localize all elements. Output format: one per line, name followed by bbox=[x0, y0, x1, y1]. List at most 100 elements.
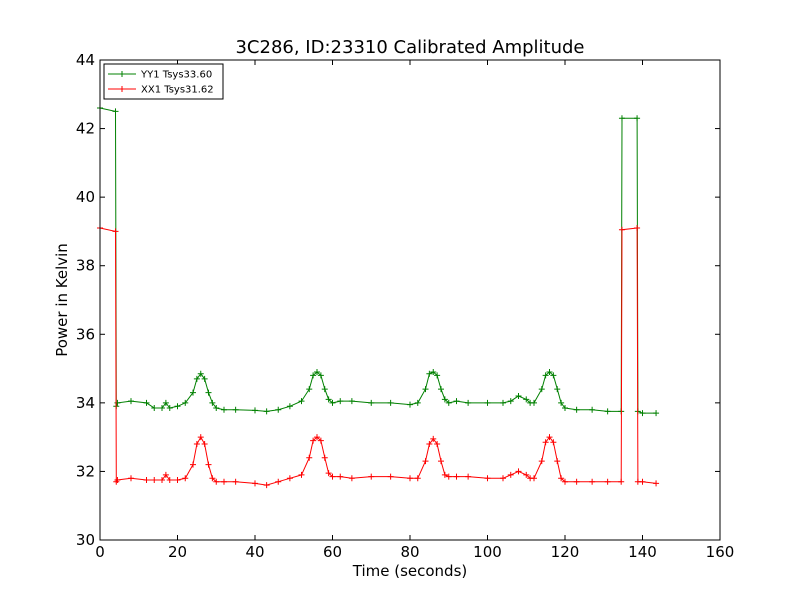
series-point-0 bbox=[112, 108, 119, 115]
series-point-1 bbox=[368, 473, 375, 480]
x-tick-label: 0 bbox=[95, 543, 105, 561]
x-tick-label: 160 bbox=[706, 543, 735, 561]
series-point-1 bbox=[166, 477, 173, 483]
series-layer bbox=[97, 105, 660, 489]
series-point-1 bbox=[434, 441, 441, 447]
series-point-0 bbox=[306, 386, 313, 393]
legend-entry-xx1: XX1 Tsys31.62 bbox=[108, 85, 214, 96]
series-point-0 bbox=[639, 410, 646, 417]
series-point-1 bbox=[500, 475, 506, 482]
y-axis-label: Power in Kelvin bbox=[53, 243, 71, 357]
series-point-1 bbox=[143, 477, 150, 483]
series-point-1 bbox=[414, 475, 421, 482]
series-point-0 bbox=[317, 372, 324, 379]
legend-marker-1 bbox=[119, 86, 125, 92]
series-point-0 bbox=[329, 399, 336, 406]
series-point-0 bbox=[213, 405, 220, 411]
series-point-1 bbox=[306, 454, 313, 461]
x-tick-label: 20 bbox=[168, 543, 187, 561]
series-point-1 bbox=[325, 470, 332, 477]
series-point-0 bbox=[515, 393, 522, 399]
series-point-0 bbox=[128, 398, 134, 405]
series-point-1 bbox=[542, 439, 549, 446]
series-point-1 bbox=[573, 478, 580, 485]
series-point-1 bbox=[151, 477, 158, 483]
series-point-0 bbox=[174, 403, 181, 410]
series-point-0 bbox=[434, 372, 441, 379]
series-point-0 bbox=[542, 372, 549, 379]
series-point-1 bbox=[310, 437, 317, 444]
series-point-1 bbox=[562, 478, 568, 485]
series-point-0 bbox=[263, 408, 270, 415]
series-point-1 bbox=[329, 473, 336, 480]
series-point-0 bbox=[321, 386, 328, 393]
y-tick-label: 30 bbox=[76, 531, 95, 549]
series-point-1 bbox=[201, 441, 208, 447]
series-point-1 bbox=[298, 471, 305, 478]
series-point-1 bbox=[558, 475, 565, 482]
series-point-0 bbox=[453, 398, 460, 405]
series-point-0 bbox=[205, 389, 212, 396]
series-point-0 bbox=[430, 369, 437, 375]
series-point-1 bbox=[546, 434, 553, 441]
series-point-1 bbox=[515, 468, 522, 475]
x-tick-label: 80 bbox=[400, 543, 419, 561]
series-point-0 bbox=[286, 403, 293, 410]
series-point-0 bbox=[441, 396, 448, 403]
x-tick-label: 140 bbox=[628, 543, 657, 561]
series-point-0 bbox=[387, 399, 394, 406]
series-point-0 bbox=[275, 406, 282, 413]
x-tick-label: 100 bbox=[473, 543, 502, 561]
legend-label-yy1: YY1 Tsys33.60 bbox=[140, 70, 212, 81]
series-point-0 bbox=[546, 369, 553, 375]
series-point-0 bbox=[484, 399, 491, 406]
series-point-0 bbox=[151, 405, 158, 411]
series-point-0 bbox=[190, 389, 196, 396]
tick-layer: 0 20 40 60 80 100 120 140 160 30 32 34 36 38 40 42 44 bbox=[76, 51, 734, 561]
series-point-1 bbox=[209, 475, 216, 482]
series-point-1 bbox=[112, 228, 119, 235]
series-point-1 bbox=[213, 478, 220, 485]
series-point-0 bbox=[523, 396, 530, 403]
series-point-1 bbox=[438, 458, 444, 465]
series-point-0 bbox=[531, 399, 537, 406]
y-tick-label: 32 bbox=[76, 462, 95, 480]
x-tick-label: 40 bbox=[245, 543, 264, 561]
series-point-0 bbox=[589, 406, 596, 413]
series-point-1 bbox=[507, 471, 514, 478]
series-point-1 bbox=[337, 473, 344, 480]
legend: YY1 Tsys33.60 XX1 Tsys31.62 bbox=[103, 63, 224, 100]
series-point-0 bbox=[166, 405, 173, 411]
series-point-0 bbox=[201, 375, 208, 382]
legend-label-xx1: XX1 Tsys31.62 bbox=[141, 85, 214, 96]
series-point-1 bbox=[538, 458, 545, 465]
series-point-0 bbox=[314, 369, 320, 375]
series-point-0 bbox=[197, 370, 204, 377]
series-point-1 bbox=[197, 434, 204, 441]
series-point-1 bbox=[589, 478, 596, 485]
series-point-1 bbox=[445, 473, 452, 480]
series-point-1 bbox=[321, 454, 328, 461]
series-point-0 bbox=[558, 399, 565, 406]
series-point-1 bbox=[174, 477, 181, 483]
series-point-1 bbox=[441, 471, 448, 478]
series-point-1 bbox=[114, 477, 121, 483]
series-point-1 bbox=[232, 478, 239, 485]
series-point-1 bbox=[618, 478, 625, 485]
series-point-0 bbox=[465, 399, 472, 406]
series-point-1 bbox=[465, 473, 472, 480]
series-point-0 bbox=[422, 386, 429, 393]
series-point-1 bbox=[639, 478, 646, 485]
y-tick-label: 42 bbox=[76, 120, 95, 138]
series-point-1 bbox=[221, 478, 227, 485]
plot-area bbox=[100, 60, 720, 540]
series-point-0 bbox=[554, 386, 561, 393]
series-point-1 bbox=[348, 475, 355, 482]
series-point-0 bbox=[232, 406, 239, 413]
series-point-0 bbox=[348, 398, 355, 405]
series-point-1 bbox=[550, 439, 557, 446]
series-point-0 bbox=[159, 405, 165, 411]
series-point-1 bbox=[387, 473, 394, 480]
series-point-1 bbox=[426, 441, 433, 447]
